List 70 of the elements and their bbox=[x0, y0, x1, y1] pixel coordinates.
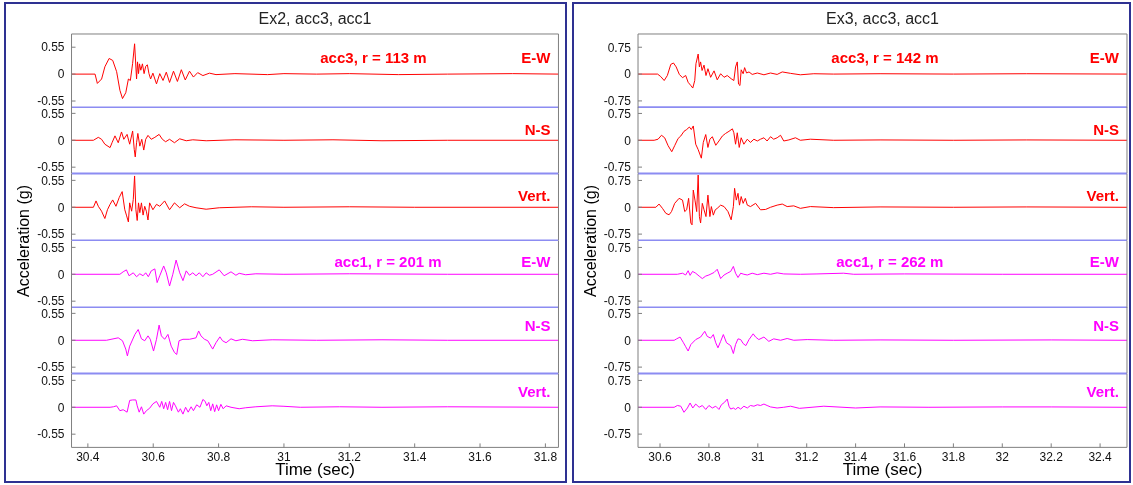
y-tick-label: -0.75 bbox=[603, 427, 632, 441]
annotation: N-S bbox=[1093, 120, 1119, 138]
annotation: E-W bbox=[1089, 48, 1119, 66]
y-tick-label: 0.55 bbox=[41, 306, 65, 321]
chart-title: Ex2, acc3, acc1 bbox=[258, 10, 372, 27]
annotation: N-S bbox=[1093, 316, 1119, 334]
y-tick-label: -0.75 bbox=[603, 360, 632, 375]
annotation: Vert. bbox=[517, 382, 551, 400]
y-tick-label: -0.75 bbox=[603, 160, 632, 175]
y-tick-label: -0.55 bbox=[37, 160, 65, 175]
x-tick-label: 30.6 bbox=[648, 449, 673, 464]
y-tick-label: -0.55 bbox=[37, 360, 65, 375]
x-tick-label: 31 bbox=[751, 449, 765, 464]
annotation: E-W bbox=[521, 252, 551, 269]
annotation: Vert. bbox=[1086, 382, 1119, 400]
annotation: Vert. bbox=[517, 186, 551, 204]
y-tick-label: 0 bbox=[624, 400, 632, 415]
x-tick-label: 31.6 bbox=[468, 449, 493, 464]
annotation: acc3, r = 113 m bbox=[320, 48, 427, 66]
y-axis-title: Acceleration (g) bbox=[15, 184, 32, 297]
y-tick-label: 0.75 bbox=[607, 107, 632, 122]
y-tick-label: 0 bbox=[624, 133, 632, 148]
y-tick-label: 0 bbox=[57, 400, 65, 415]
y-tick-label: 0 bbox=[624, 333, 632, 348]
y-tick-label: 0.75 bbox=[607, 173, 632, 188]
y-tick-label: -0.55 bbox=[37, 227, 65, 242]
y-tick-label: 0 bbox=[624, 67, 632, 82]
annotation: E-W bbox=[521, 48, 551, 66]
y-tick-label: 0.75 bbox=[607, 306, 632, 321]
y-tick-label: 0 bbox=[624, 200, 632, 215]
annotation: E-W bbox=[1089, 252, 1119, 269]
x-tick-label: 31.8 bbox=[941, 449, 966, 464]
x-tick-label: 32 bbox=[995, 449, 1010, 464]
annotation: acc1, r = 201 m bbox=[334, 252, 442, 269]
y-tick-label: 0 bbox=[57, 200, 65, 215]
y-tick-label: 0 bbox=[57, 133, 65, 148]
y-tick-label: 0 bbox=[624, 267, 632, 282]
y-tick-label: -0.75 bbox=[603, 293, 632, 308]
y-tick-label: 0.55 bbox=[41, 107, 65, 122]
y-tick-label: 0.75 bbox=[607, 40, 632, 55]
x-tick-label: 32.4 bbox=[1088, 449, 1113, 464]
y-tick-label: 0 bbox=[57, 333, 65, 348]
x-tick-label: 32.2 bbox=[1039, 449, 1064, 464]
y-tick-label: 0.55 bbox=[41, 40, 65, 55]
y-tick-label: 0 bbox=[57, 267, 65, 282]
y-tick-label: 0.55 bbox=[41, 373, 65, 388]
y-tick-label: 0 bbox=[57, 67, 65, 82]
x-tick-label: 30.8 bbox=[206, 449, 231, 464]
chart-title: Ex3, acc3, acc1 bbox=[826, 10, 939, 27]
x-tick-label: 31.2 bbox=[795, 449, 819, 464]
x-tick-label: 31.4 bbox=[403, 449, 427, 464]
y-tick-label: 0.75 bbox=[607, 373, 632, 388]
annotation: acc1, r = 262 m bbox=[836, 252, 944, 269]
y-tick-label: 0.55 bbox=[41, 240, 65, 255]
y-tick-label: -0.55 bbox=[37, 293, 65, 308]
x-tick-label: 30.6 bbox=[141, 449, 166, 464]
y-axis-title: Acceleration (g) bbox=[582, 184, 599, 297]
annotation: acc3, r = 142 m bbox=[831, 48, 939, 66]
y-tick-label: -0.55 bbox=[37, 94, 65, 109]
x-tick-label: 30.8 bbox=[697, 449, 721, 464]
annotation: Vert. bbox=[1086, 186, 1119, 204]
y-tick-label: -0.55 bbox=[37, 427, 65, 442]
x-tick-label: 31.8 bbox=[533, 449, 558, 464]
x-tick-label: 30.4 bbox=[76, 449, 100, 464]
y-tick-label: -0.75 bbox=[603, 227, 632, 242]
y-tick-label: -0.75 bbox=[603, 94, 632, 109]
y-tick-label: 0.75 bbox=[607, 240, 632, 255]
annotation: N-S bbox=[524, 120, 551, 138]
y-tick-label: 0.55 bbox=[41, 173, 65, 188]
annotation: N-S bbox=[524, 316, 551, 334]
